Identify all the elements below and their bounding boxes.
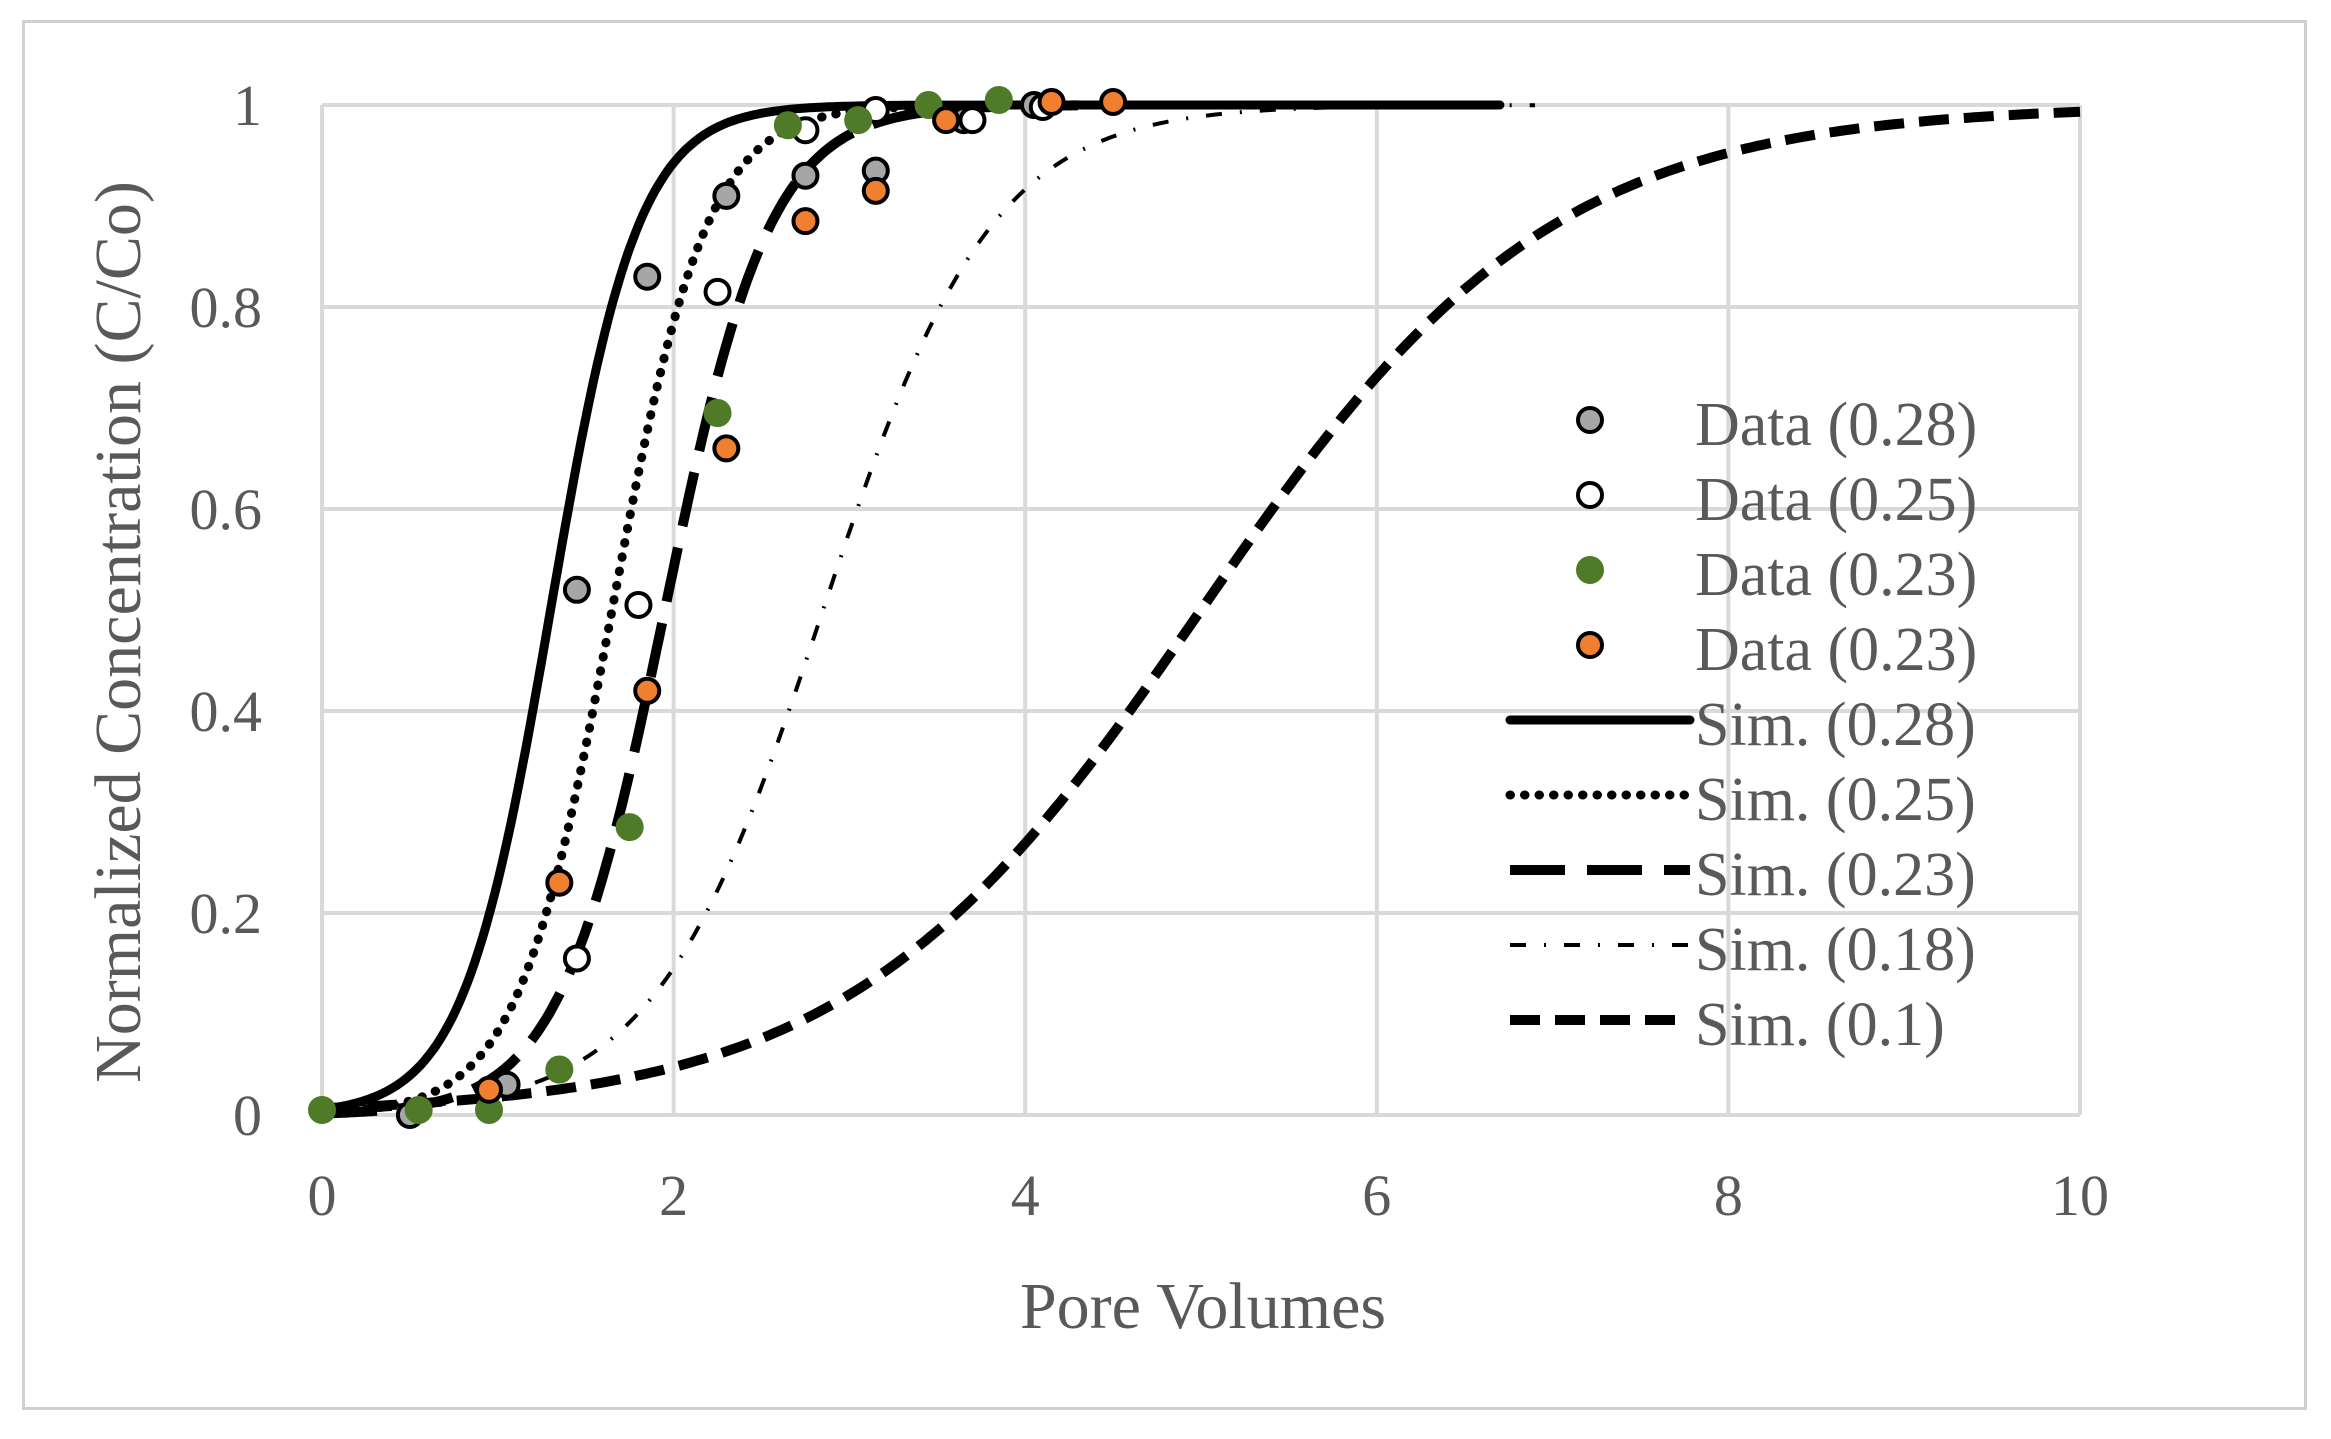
y-tick-label: 0.8: [190, 275, 263, 340]
data-points: [308, 85, 1128, 1129]
data-point: [844, 106, 873, 135]
data-point: [703, 399, 732, 428]
sim-line: [321, 103, 1535, 1115]
data-point: [703, 277, 732, 306]
data-point: [932, 106, 961, 135]
data-point: [773, 111, 802, 140]
data-point: [712, 434, 741, 463]
sim-line: [317, 102, 925, 1118]
chart-frame: [22, 20, 2307, 1410]
legend-label: Data (0.23): [1695, 541, 1977, 609]
legend-label: Sim. (0.25): [1695, 766, 1976, 834]
data-point: [861, 176, 890, 205]
legend-label: Sim. (0.23): [1695, 841, 1976, 909]
legend-label: Data (0.23): [1695, 616, 1977, 684]
sim-line: [319, 100, 1081, 1119]
x-axis-ticks: 0 2 4 6 8 10: [308, 1163, 2110, 1228]
legend-label: Sim. (0.28): [1695, 691, 1976, 759]
data-point: [475, 1075, 504, 1104]
legend-marker: [1576, 556, 1604, 584]
data-point: [984, 85, 1013, 114]
sim-line: [321, 106, 2081, 1114]
y-axis-title: Normalized Concentration (C/Co): [82, 181, 155, 1083]
data-point: [958, 106, 987, 135]
x-tick-label: 8: [1714, 1163, 1743, 1228]
data-point: [633, 676, 662, 705]
data-point: [914, 91, 943, 119]
legend-marker: [1576, 481, 1604, 509]
legend-label: Sim. (0.1): [1695, 991, 1945, 1059]
data-point: [712, 181, 741, 210]
legend-label: Data (0.28): [1695, 391, 1977, 459]
y-axis-ticks: 0 0.2 0.4 0.6 0.8 1: [190, 73, 263, 1148]
x-tick-label: 10: [2051, 1163, 2109, 1228]
x-tick-label: 2: [659, 1163, 688, 1228]
data-point: [404, 1095, 433, 1124]
y-tick-label: 0: [233, 1083, 262, 1148]
y-tick-label: 0.2: [190, 881, 263, 946]
y-tick-label: 0.6: [190, 477, 263, 542]
data-point: [633, 262, 662, 291]
data-point: [562, 944, 591, 973]
data-point: [308, 1095, 336, 1124]
data-point: [562, 575, 591, 604]
legend-marker: [1576, 631, 1604, 659]
data-point: [624, 590, 653, 619]
data-point: [791, 161, 820, 190]
data-point: [791, 207, 820, 236]
x-tick-label: 0: [308, 1163, 337, 1228]
legend-label: Data (0.25): [1695, 466, 1977, 534]
grid: [320, 103, 2082, 1117]
data-point: [545, 1055, 574, 1084]
data-point: [1037, 87, 1066, 116]
y-tick-label: 1: [233, 73, 262, 138]
x-axis-title: Pore Volumes: [1020, 1270, 1386, 1343]
data-point: [615, 813, 644, 842]
legend: Data (0.28) Data (0.25) Data (0.23) Data (0…: [1505, 391, 1977, 1059]
legend-marker: [1576, 406, 1604, 434]
x-tick-label: 6: [1362, 1163, 1391, 1228]
sim-line: [317, 100, 1505, 1114]
y-tick-label: 0.4: [190, 679, 263, 744]
legend-label: Sim. (0.18): [1695, 916, 1976, 984]
data-point: [1099, 87, 1128, 116]
data-point: [545, 868, 574, 897]
x-tick-label: 4: [1011, 1163, 1040, 1228]
